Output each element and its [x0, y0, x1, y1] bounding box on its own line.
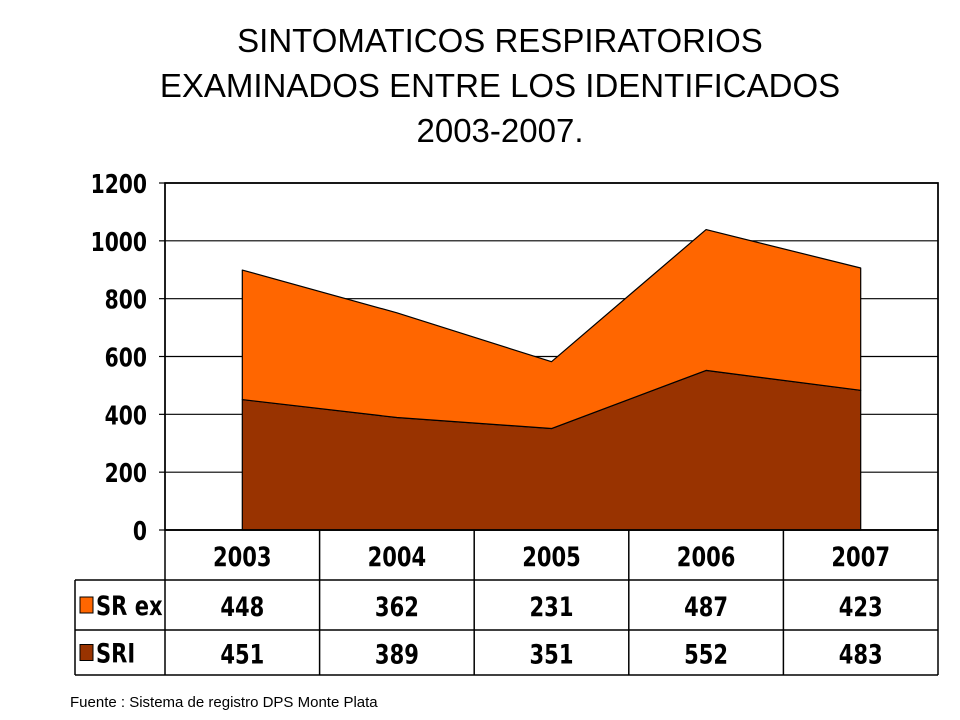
- title-line-1: SINTOMATICOS RESPIRATORIOS: [237, 22, 763, 59]
- x-category-label: 2005: [522, 541, 581, 572]
- legend-key-sr-ex: [79, 596, 94, 614]
- chart-title: SINTOMATICOS RESPIRATORIOS EXAMINADOS EN…: [120, 18, 880, 153]
- data-label: 231: [530, 591, 574, 622]
- legend-label: SR ex: [96, 590, 163, 621]
- data-label: 483: [839, 639, 883, 670]
- data-label: 487: [684, 591, 728, 622]
- data-label: 362: [375, 591, 419, 622]
- y-tick-label: 1000: [91, 227, 147, 257]
- y-tick-label: 0: [133, 517, 147, 547]
- data-label: 389: [375, 639, 419, 670]
- x-category-label: 2003: [213, 541, 272, 572]
- data-label: 448: [220, 591, 264, 622]
- y-tick-label: 1200: [91, 170, 147, 200]
- data-label: 423: [839, 591, 883, 622]
- source-note: Fuente : Sistema de registro DPS Monte P…: [70, 694, 378, 711]
- y-tick-label: 800: [105, 285, 147, 315]
- y-tick-label: 200: [105, 459, 147, 489]
- y-tick-label: 400: [105, 401, 147, 431]
- y-tick-label: 600: [105, 343, 147, 373]
- x-category-label: 2007: [831, 541, 890, 572]
- data-label: 451: [220, 639, 264, 670]
- x-category-label: 2004: [368, 541, 427, 572]
- title-line-2: EXAMINADOS ENTRE LOS IDENTIFICADOS: [159, 67, 841, 104]
- legend-key-sri: [79, 644, 94, 661]
- series-area-sr-ex: [241, 228, 862, 430]
- data-label: 351: [530, 639, 574, 670]
- title-line-3: 2003-2007.: [416, 112, 584, 149]
- data-label: 552: [684, 639, 728, 670]
- legend-label: SRI: [96, 638, 135, 669]
- x-category-label: 2006: [677, 541, 736, 572]
